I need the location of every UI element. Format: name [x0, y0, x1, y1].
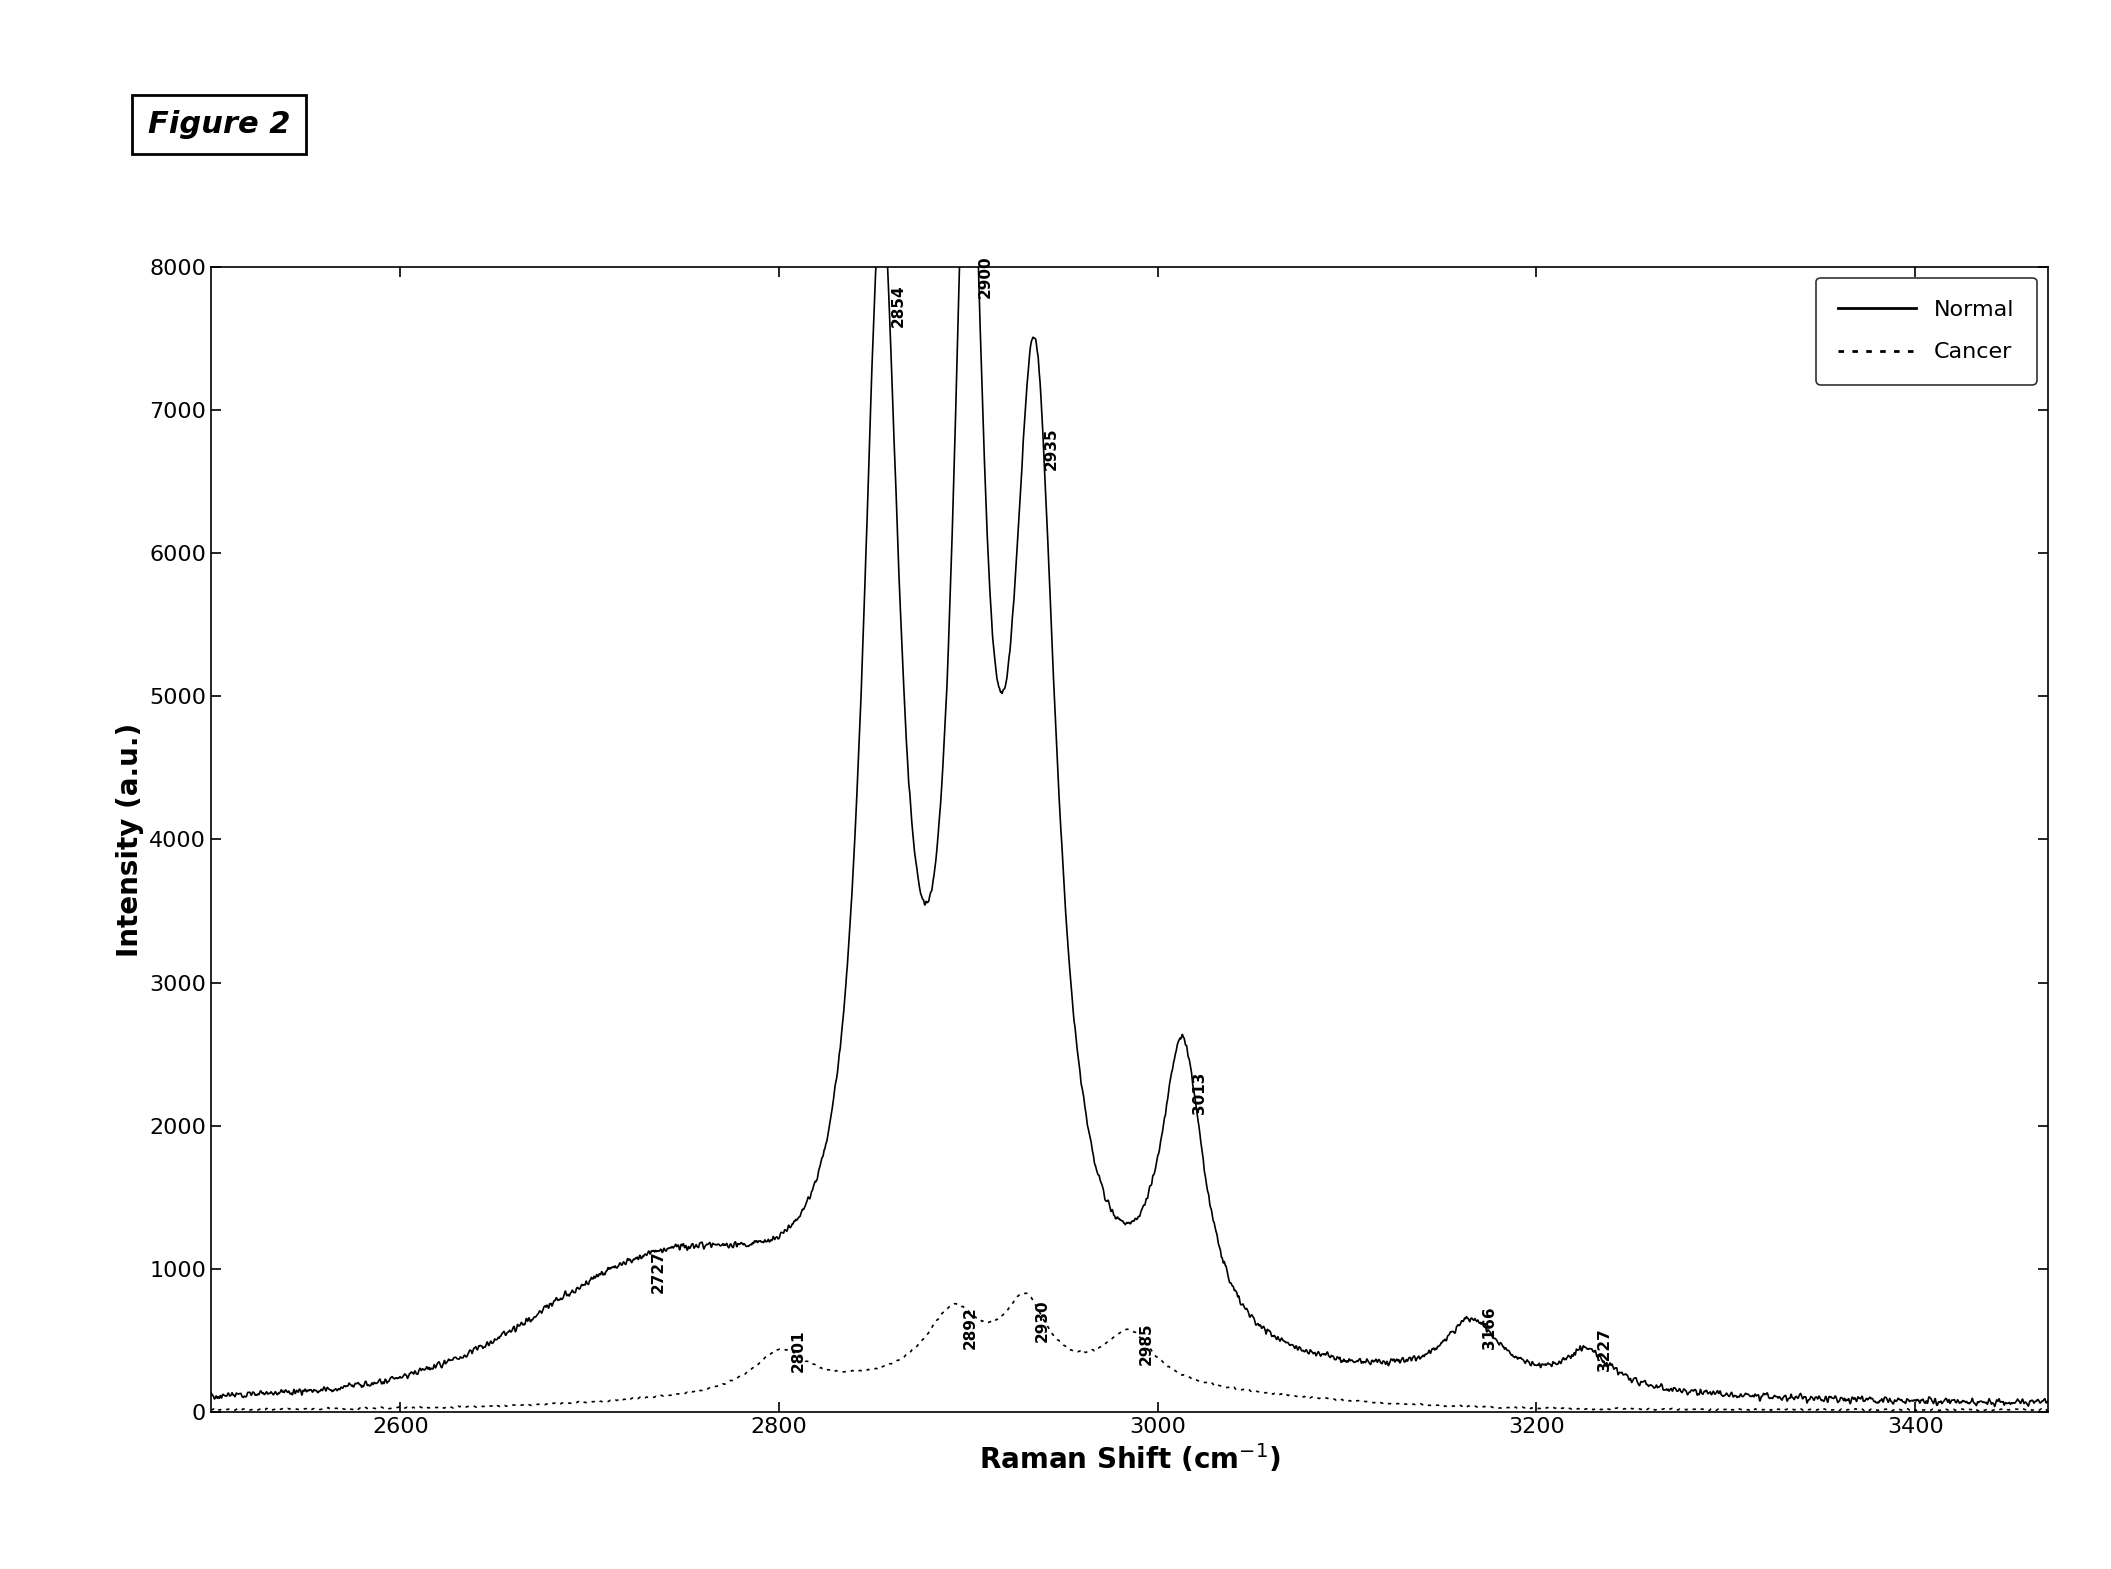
Text: 2930: 2930: [1034, 1299, 1049, 1341]
Normal: [1602, 1359, 1628, 1378]
Normal: [885, 507, 910, 526]
Normal: [1704, 1384, 1729, 1403]
Line: Cancer: Cancer: [211, 1293, 2105, 1411]
Legend: Normal, Cancer: Normal, Cancer: [1815, 278, 2037, 384]
Cancer: [205, 1401, 230, 1420]
Text: 3227: 3227: [1598, 1327, 1613, 1371]
Normal: [198, 1384, 224, 1403]
Cancer: [885, 1351, 910, 1370]
Text: 2727: 2727: [650, 1250, 665, 1293]
Cancer: [1602, 1400, 1628, 1418]
Cancer: [1319, 1390, 1345, 1409]
Normal: [1982, 1396, 2008, 1415]
Cancer: [293, 1400, 319, 1418]
Cancer: [1013, 1283, 1039, 1302]
Normal: [2092, 1390, 2111, 1409]
Normal: [1402, 1346, 1427, 1365]
Cancer: [2092, 1400, 2111, 1418]
Cancer: [198, 1401, 224, 1420]
Text: 2801: 2801: [790, 1329, 806, 1371]
Normal: [863, 243, 889, 262]
Normal: [1319, 1346, 1345, 1365]
Y-axis label: Intensity (a.u.): Intensity (a.u.): [116, 722, 144, 957]
Normal: [293, 1382, 319, 1401]
Text: 2935: 2935: [1045, 427, 1060, 471]
Cancer: [1402, 1395, 1427, 1414]
X-axis label: Raman Shift (cm$^{-1}$): Raman Shift (cm$^{-1}$): [980, 1442, 1279, 1475]
Cancer: [1704, 1401, 1729, 1420]
Text: 2900: 2900: [977, 256, 992, 298]
Text: 2854: 2854: [891, 284, 906, 326]
Text: 3166: 3166: [1482, 1307, 1497, 1349]
Line: Normal: Normal: [211, 253, 2105, 1406]
Text: Figure 2: Figure 2: [148, 110, 291, 138]
Text: 3013: 3013: [1193, 1072, 1207, 1114]
Text: 2985: 2985: [1138, 1323, 1155, 1365]
Text: 2892: 2892: [963, 1307, 977, 1349]
